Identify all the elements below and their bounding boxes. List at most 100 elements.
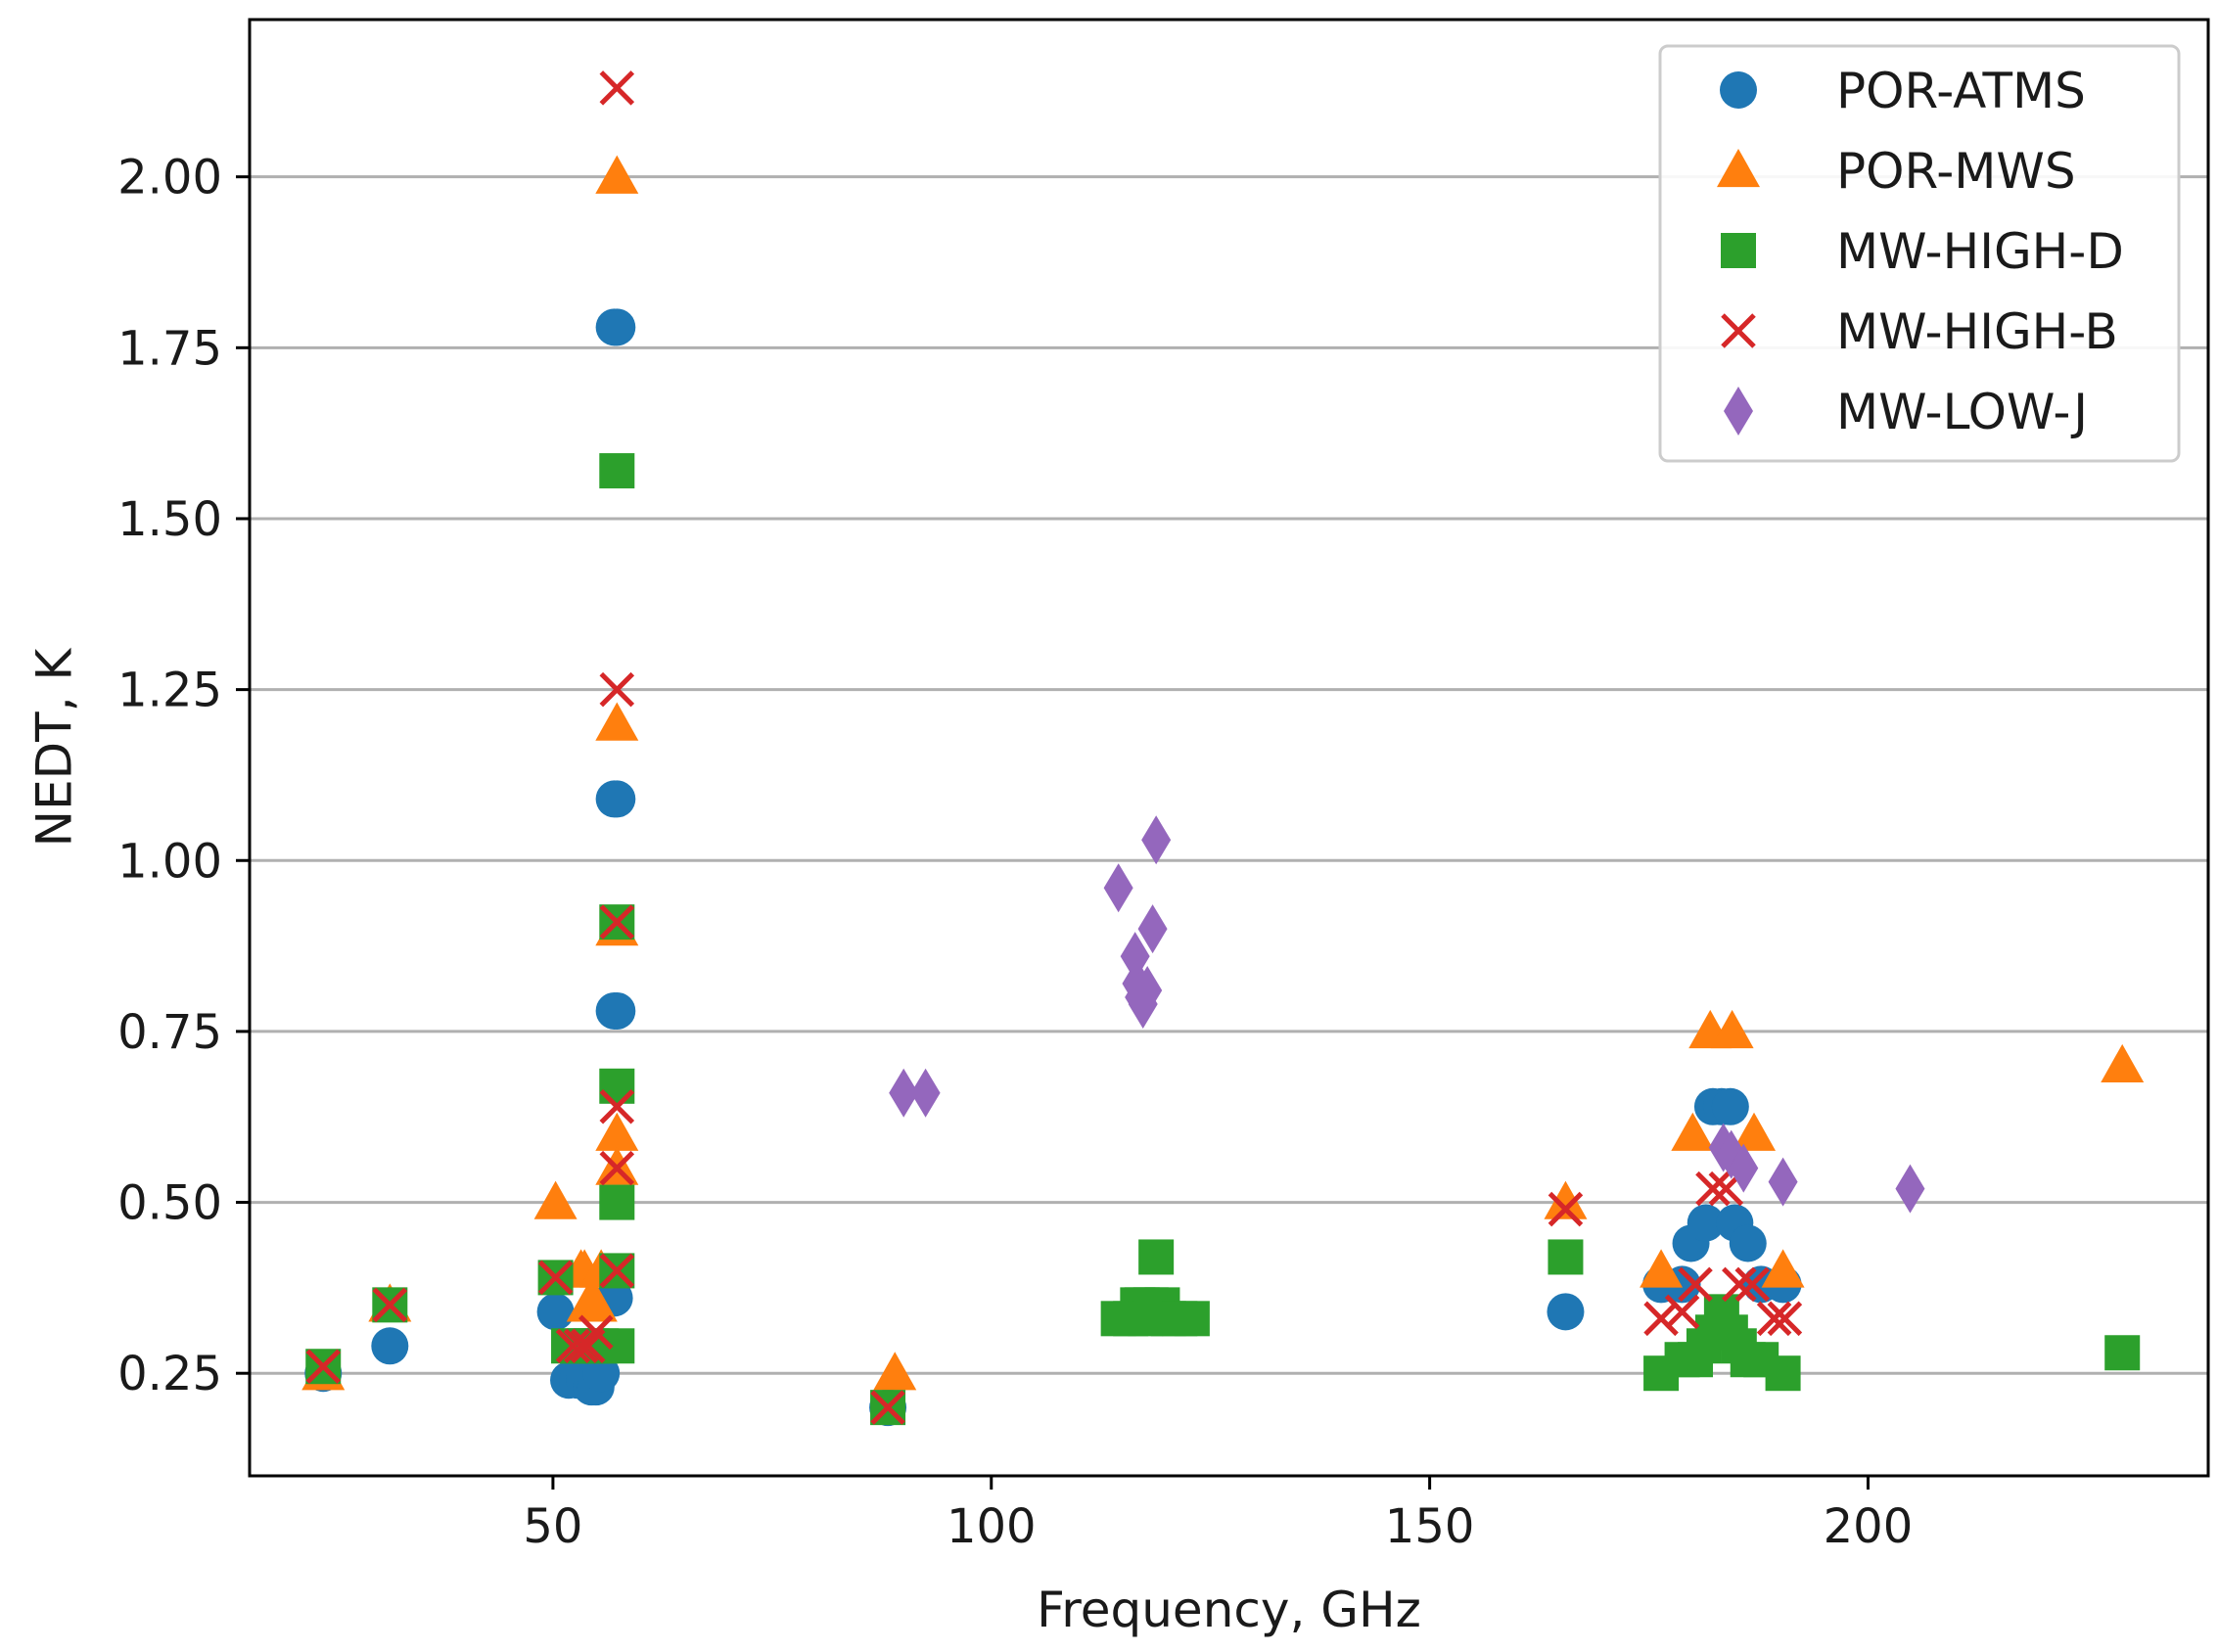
legend-label: POR-ATMS	[1836, 63, 2086, 119]
legend-marker-x	[1721, 313, 1756, 348]
data-point-x	[1548, 1191, 1584, 1227]
data-point-square	[2104, 1335, 2141, 1371]
data-point-circle	[1729, 1224, 1767, 1262]
data-point-square	[599, 453, 635, 489]
data-point-circle	[1687, 1204, 1725, 1242]
data-point-circle	[1711, 1087, 1749, 1125]
data-point-circle	[598, 991, 636, 1030]
series-mw-low-j	[889, 815, 1925, 1214]
legend-item: MW-HIGH-D	[1721, 223, 2124, 280]
legend-item: POR-ATMS	[1720, 63, 2086, 119]
data-point-triangle	[595, 155, 639, 194]
x-tick-label: 50	[523, 1499, 582, 1554]
legend-item: POR-MWS	[1717, 143, 2076, 200]
data-point-diamond	[910, 1068, 941, 1118]
legend-marker-diamond	[1724, 387, 1753, 436]
x-tick-label: 150	[1385, 1499, 1475, 1554]
data-point-circle	[598, 780, 636, 818]
series-mw-high-b	[305, 70, 1803, 1425]
plot-frame	[248, 18, 2210, 1478]
legend-label: MW-HIGH-D	[1836, 223, 2124, 280]
data-points	[301, 70, 2145, 1427]
y-axis-ticks: 0.25 0.50 0.75 1.00 1.25 1.50 1.75 2.00	[117, 151, 250, 1401]
y-tick-label: 0.25	[117, 1347, 222, 1401]
y-tick-label: 1.25	[117, 664, 222, 718]
y-tick-label: 1.75	[117, 321, 222, 376]
x-tick-label: 100	[947, 1499, 1037, 1554]
data-point-diamond	[889, 1068, 919, 1118]
y-tick-label: 2.00	[117, 151, 222, 206]
y-tick-label: 0.75	[117, 1005, 222, 1060]
legend-item: MW-LOW-J	[1724, 384, 2088, 440]
data-point-square	[1548, 1239, 1584, 1275]
y-axis-label: NEDT, K	[26, 647, 83, 847]
y-tick-label: 1.50	[117, 492, 222, 547]
y-tick-label: 1.00	[117, 834, 222, 889]
data-point-x	[1722, 1266, 1757, 1303]
data-point-triangle	[595, 1112, 639, 1151]
data-point-square	[1138, 1239, 1175, 1275]
data-point-circle	[598, 308, 636, 346]
data-point-triangle	[1544, 1180, 1588, 1219]
data-point-triangle	[873, 1352, 917, 1391]
data-point-x	[537, 1260, 574, 1296]
data-point-diamond	[1141, 815, 1172, 865]
legend-marker-square	[1721, 233, 1756, 268]
data-point-triangle	[2101, 1043, 2145, 1083]
data-point-x	[372, 1287, 408, 1323]
data-point-x	[578, 1314, 614, 1351]
data-point-triangle	[1761, 1249, 1805, 1288]
data-point-x	[1695, 1170, 1731, 1207]
x-tick-label: 200	[1824, 1499, 1914, 1554]
data-point-x	[599, 1150, 635, 1186]
data-point-x	[599, 671, 635, 708]
data-point-triangle	[1640, 1249, 1684, 1288]
data-point-circle	[1547, 1293, 1585, 1331]
data-point-square	[599, 1184, 635, 1220]
series-mw-high-d	[305, 453, 2141, 1426]
x-axis-label: Frequency, GHz	[1037, 1582, 1421, 1638]
data-point-diamond	[1768, 1157, 1798, 1207]
data-point-diamond	[1132, 966, 1163, 1015]
data-point-x	[599, 904, 635, 940]
legend: POR-ATMS POR-MWS MW-HIGH-D MW-HIGH-B MW-LOW-…	[1658, 44, 2181, 463]
data-point-x	[1664, 1294, 1700, 1330]
legend-label: MW-HIGH-B	[1836, 303, 2118, 360]
data-point-square	[1174, 1301, 1210, 1337]
data-point-x	[599, 1253, 635, 1289]
legend-label: MW-LOW-J	[1836, 384, 2088, 440]
data-point-x	[555, 1328, 591, 1364]
legend-item: MW-HIGH-B	[1721, 303, 2118, 360]
data-point-triangle	[595, 702, 639, 741]
legend-box	[1658, 44, 2181, 463]
data-point-x	[870, 1390, 905, 1425]
data-point-diamond	[1103, 863, 1133, 913]
data-point-circle	[371, 1327, 409, 1365]
data-point-diamond	[1729, 1143, 1759, 1193]
data-point-triangle	[574, 1283, 618, 1322]
data-point-diamond	[1895, 1164, 1925, 1214]
data-point-square	[599, 1068, 635, 1104]
y-tick-label: 0.50	[117, 1176, 222, 1231]
data-point-x	[1756, 1301, 1792, 1337]
data-point-triangle	[1733, 1112, 1777, 1151]
data-point-x	[599, 70, 635, 106]
data-point-x	[1767, 1301, 1803, 1337]
data-point-triangle	[1671, 1112, 1715, 1151]
data-point-diamond	[1137, 904, 1168, 954]
data-point-x	[1734, 1266, 1770, 1303]
data-point-square	[599, 1328, 635, 1364]
data-point-triangle	[1710, 1009, 1754, 1049]
data-point-x	[305, 1349, 342, 1384]
data-point-x	[1643, 1301, 1679, 1337]
data-point-square	[1765, 1355, 1801, 1392]
data-point-circle	[582, 1354, 621, 1393]
data-point-circle	[536, 1293, 575, 1331]
x-axis-ticks: 50 100 150 200	[523, 1476, 1913, 1554]
data-point-x	[599, 1088, 635, 1124]
data-point-x	[1678, 1266, 1713, 1303]
legend-marker-circle	[1720, 71, 1757, 109]
legend-label: POR-MWS	[1836, 143, 2076, 200]
legend-marker-triangle	[1717, 149, 1760, 188]
